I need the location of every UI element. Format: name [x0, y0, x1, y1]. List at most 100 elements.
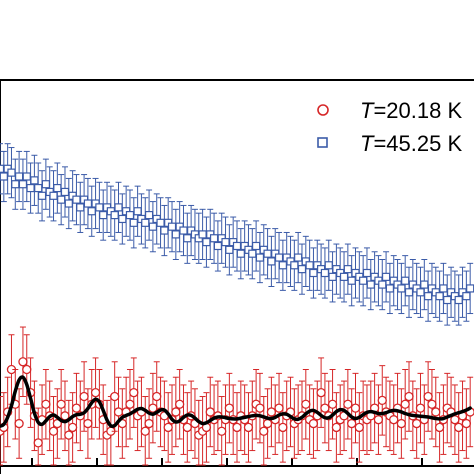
- marker-square: [30, 176, 39, 185]
- marker-square: [18, 180, 28, 189]
- marker-circle: [347, 418, 357, 429]
- marker-circle: [83, 418, 93, 429]
- marker-square: [141, 218, 150, 227]
- data-point-circle: [14, 388, 24, 459]
- marker-circle: [125, 399, 135, 409]
- marker-square: [401, 276, 410, 285]
- data-point-circle: [434, 392, 445, 463]
- marker-circle: [434, 422, 445, 433]
- data-point-circle: [392, 372, 403, 444]
- marker-circle: [113, 407, 124, 417]
- data-point-square: [148, 201, 158, 253]
- data-point-square: [133, 185, 142, 237]
- marker-square: [156, 218, 165, 227]
- marker-square: [305, 261, 314, 270]
- marker-circle: [18, 357, 28, 367]
- marker-square: [381, 272, 391, 281]
- marker-square: [297, 265, 307, 274]
- marker-square: [198, 230, 207, 239]
- data-point-circle: [427, 369, 437, 440]
- data-point-circle: [331, 392, 342, 463]
- marker-square: [385, 284, 395, 293]
- data-point-circle: [113, 376, 124, 448]
- marker-circle: [389, 415, 399, 425]
- data-point-circle: [457, 380, 468, 452]
- data-point-square: [0, 150, 8, 203]
- data-point-circle: [117, 388, 127, 459]
- data-point-circle: [366, 380, 376, 452]
- marker-square: [290, 261, 299, 270]
- marker-square: [252, 241, 261, 251]
- marker-circle: [377, 395, 387, 406]
- marker-circle: [331, 422, 342, 433]
- data-point-circle: [369, 372, 380, 444]
- data-point-circle: [71, 372, 82, 444]
- data-point-square: [160, 204, 169, 257]
- data-point-square: [156, 197, 165, 249]
- marker-square: [95, 203, 104, 212]
- data-point-circle: [274, 372, 284, 444]
- data-point-circle: [262, 388, 273, 459]
- data-point-square: [462, 270, 471, 322]
- data-point-circle: [389, 384, 399, 455]
- marker-square: [378, 280, 387, 289]
- data-point-circle: [90, 357, 101, 428]
- marker-square: [114, 203, 123, 212]
- marker-circle: [67, 422, 78, 433]
- marker-square: [320, 268, 330, 278]
- marker-circle: [262, 418, 273, 429]
- marker-square: [462, 292, 471, 301]
- data-point-circle: [52, 388, 62, 459]
- data-point-square: [30, 154, 39, 206]
- marker-square: [397, 284, 406, 293]
- marker-square: [144, 211, 154, 220]
- marker-circle: [278, 422, 288, 433]
- data-point-square: [263, 228, 272, 280]
- marker-circle: [308, 418, 319, 429]
- data-point-circle: [190, 388, 200, 459]
- marker-circle: [129, 388, 139, 398]
- data-point-circle: [224, 372, 235, 444]
- marker-circle: [301, 399, 311, 409]
- data-point-square: [76, 181, 85, 233]
- marker-square: [359, 276, 368, 285]
- data-point-circle: [461, 388, 472, 459]
- data-point-circle: [450, 384, 460, 455]
- marker-square: [439, 284, 448, 293]
- data-point-square: [274, 231, 284, 284]
- marker-square: [87, 207, 96, 216]
- marker-circle: [163, 422, 173, 433]
- data-point-circle: [343, 369, 353, 440]
- marker-square: [236, 249, 245, 258]
- marker-square: [232, 241, 242, 251]
- marker-square: [15, 172, 24, 181]
- marker-circle: [171, 407, 181, 417]
- data-point-circle: [285, 376, 296, 448]
- marker-square: [328, 272, 337, 281]
- data-point-square: [232, 220, 242, 272]
- data-point-square: [435, 270, 444, 322]
- data-point-square: [404, 266, 414, 318]
- marker-square: [343, 265, 352, 274]
- marker-circle: [224, 403, 235, 413]
- data-point-circle: [301, 369, 311, 440]
- data-point-square: [466, 262, 474, 315]
- marker-square: [202, 238, 211, 247]
- marker-circle: [404, 391, 414, 402]
- data-point-circle: [144, 388, 154, 459]
- marker-square: [274, 253, 284, 262]
- series-t-20-18-k: [0, 326, 474, 466]
- marker-square: [64, 199, 73, 208]
- marker-square: [160, 226, 169, 235]
- data-point-circle: [152, 361, 162, 432]
- data-point-circle: [159, 380, 170, 452]
- marker-square: [309, 268, 318, 278]
- fit-line: [0, 375, 472, 429]
- marker-circle: [56, 399, 66, 409]
- marker-circle: [274, 403, 284, 413]
- marker-circle: [343, 399, 353, 409]
- marker-square: [278, 261, 287, 270]
- marker-square: [171, 230, 180, 239]
- marker-square: [49, 191, 58, 200]
- marker-square: [435, 292, 444, 301]
